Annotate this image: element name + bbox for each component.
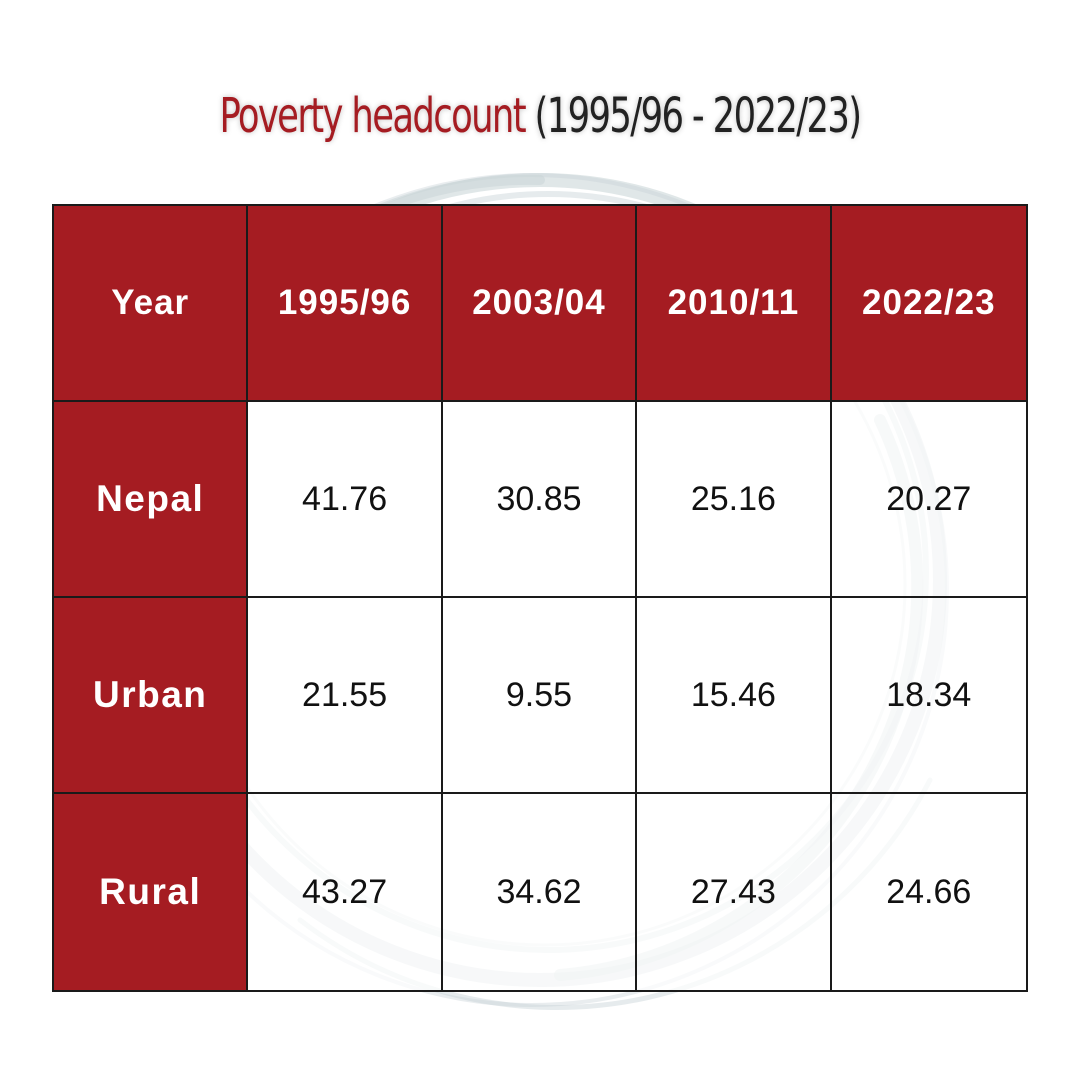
column-header: 2010/11 — [637, 206, 832, 402]
table-cell: 27.43 — [637, 794, 832, 990]
poverty-table: Year 1995/96 2003/04 2010/11 2022/23 Nepal 41.… — [52, 204, 1028, 992]
table-cell: 25.16 — [637, 402, 832, 598]
table-cell: 24.66 — [831, 794, 1026, 990]
table-cell: 34.62 — [442, 794, 638, 990]
column-header: 1995/96 — [248, 206, 443, 402]
table-cell: 15.46 — [637, 598, 832, 794]
table-cell: 9.55 — [442, 598, 638, 794]
table-cell: 30.85 — [442, 402, 638, 598]
table-cell: 21.55 — [248, 598, 443, 794]
table-cell: 18.34 — [831, 598, 1026, 794]
table-cell: 41.76 — [248, 402, 443, 598]
table-cell: 43.27 — [248, 794, 443, 990]
row-header: Rural — [54, 794, 249, 990]
column-header: 2022/23 — [831, 206, 1026, 402]
title-main: Poverty headcount — [219, 88, 527, 144]
table-cell: 20.27 — [831, 402, 1026, 598]
row-header: Nepal — [54, 402, 249, 598]
row-header: Urban — [54, 598, 249, 794]
chart-title: Poverty headcount (1995/96 - 2022/23) — [97, 92, 983, 140]
column-header: 2003/04 — [442, 206, 638, 402]
title-years: (1995/96 - 2022/23) — [534, 88, 863, 144]
header-corner-cell: Year — [54, 206, 249, 402]
